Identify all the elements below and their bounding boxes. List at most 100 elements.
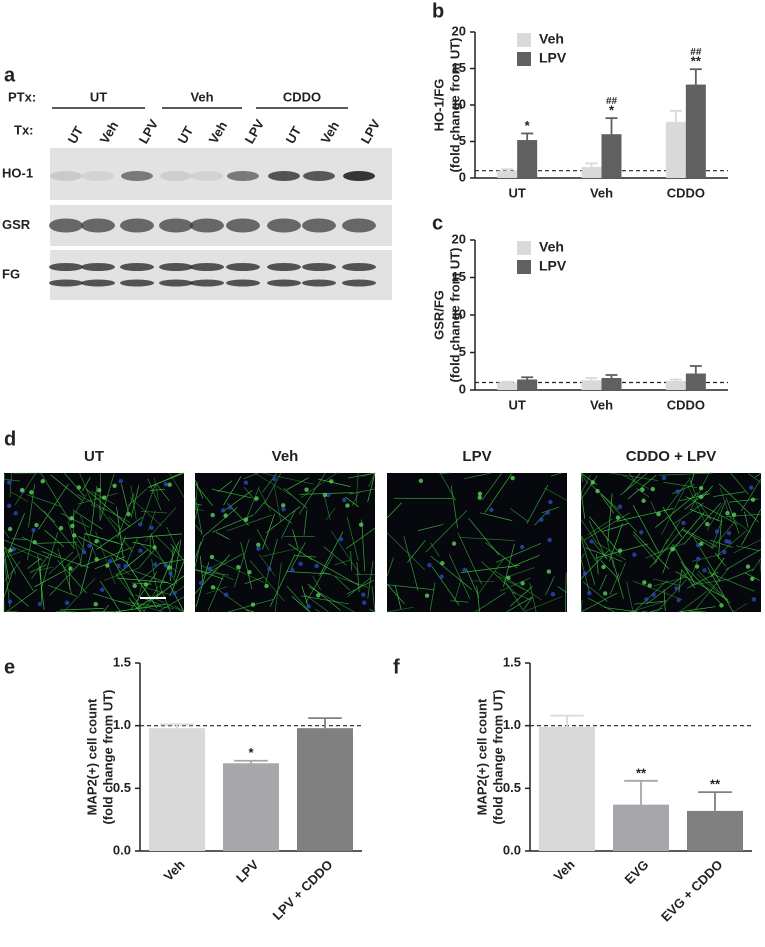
nucleus [172, 590, 177, 596]
neurite [496, 542, 542, 563]
neurite [295, 555, 317, 558]
neurite [281, 509, 296, 539]
neurite [82, 477, 91, 492]
band [159, 279, 193, 287]
neurite [668, 512, 705, 555]
bar [665, 121, 686, 178]
neurite [468, 517, 500, 556]
nucleus [722, 549, 727, 555]
neurite [649, 526, 685, 568]
neurite [609, 523, 623, 562]
neurite [80, 515, 97, 559]
neurite [759, 559, 762, 573]
y-tick-label: 1.5 [503, 654, 521, 669]
y-axis-label: MAP2(+) cell count [84, 698, 99, 815]
nucleus [439, 574, 444, 579]
nucleus [264, 583, 269, 589]
neurite [138, 549, 155, 568]
neurite [580, 535, 597, 563]
nucleus [345, 503, 350, 508]
nucleus [632, 552, 637, 557]
neurite [29, 564, 47, 573]
neurite [744, 511, 749, 528]
neurite [92, 593, 133, 607]
significance-label: ## [606, 96, 618, 107]
y-tick-label: 10 [452, 96, 466, 111]
group-label: Veh [190, 89, 213, 104]
nucleus [7, 526, 13, 532]
band [267, 279, 301, 287]
nucleus [418, 478, 424, 484]
neurite [136, 582, 143, 606]
blot-strip [50, 148, 392, 200]
neurite [498, 575, 526, 591]
neurite [690, 560, 698, 579]
nucleus [223, 513, 228, 518]
nucleus [32, 539, 37, 545]
neurite [312, 575, 321, 591]
neurite [368, 608, 376, 613]
neurite [523, 596, 563, 613]
neurite [367, 560, 374, 599]
nucleus [640, 487, 645, 492]
nucleus [29, 490, 34, 495]
neurite [40, 472, 71, 522]
neurite [430, 542, 440, 557]
neurite [211, 488, 252, 499]
bar [687, 810, 743, 851]
x-tick-label: UT [508, 397, 525, 412]
neurite [417, 524, 444, 531]
nucleus [670, 547, 676, 552]
significance-label: * [248, 745, 254, 760]
nucleus [751, 597, 757, 602]
nucleus [210, 585, 216, 590]
neurite [283, 488, 308, 509]
band [226, 263, 260, 271]
neurite [8, 589, 30, 607]
neurite [457, 532, 483, 585]
neurite [367, 472, 376, 503]
neurite [99, 473, 115, 522]
neurite [678, 569, 682, 593]
neurite [587, 597, 615, 613]
y-tick-label: 5 [459, 133, 466, 148]
neurite [334, 576, 350, 591]
neurite [484, 473, 512, 513]
nucleus [107, 558, 113, 564]
neurite [3, 539, 50, 559]
neurite [153, 477, 159, 500]
neurite [194, 509, 205, 511]
neurite [386, 606, 414, 613]
neurite [741, 508, 762, 546]
legend-label: LPV [539, 50, 567, 66]
neurite [740, 478, 762, 512]
neurite [207, 575, 224, 612]
significance-label: ** [710, 777, 721, 792]
neurite [3, 568, 14, 598]
nucleus [19, 487, 25, 493]
neurite [34, 569, 67, 588]
neurite [662, 546, 673, 574]
neurite [649, 607, 663, 613]
neurite [580, 475, 598, 500]
neurite [656, 579, 687, 613]
nucleus [674, 586, 679, 591]
nucleus [143, 582, 149, 587]
neurite [485, 542, 518, 569]
neurite [142, 605, 164, 613]
legend-swatch [517, 260, 531, 274]
nucleus [361, 592, 366, 597]
neurite [718, 516, 723, 559]
neurite [6, 589, 38, 613]
neurite [600, 560, 618, 579]
panel-label: e [4, 656, 15, 678]
neurite [626, 581, 634, 613]
nucleus [714, 529, 720, 534]
neurite [600, 494, 615, 514]
neurite [136, 603, 142, 613]
band [81, 218, 115, 233]
neurite [37, 483, 69, 530]
neurite [718, 483, 759, 523]
neurite [286, 585, 311, 613]
nucleus [699, 541, 704, 547]
